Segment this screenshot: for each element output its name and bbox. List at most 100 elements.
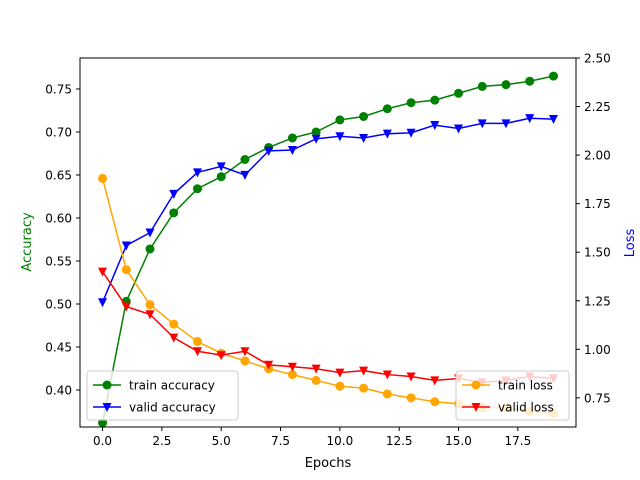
x-tick-label: 15.0 [445,434,472,448]
valid-loss-point [264,360,274,370]
x-tick-label: 17.5 [504,434,531,448]
valid-accuracy-point [121,241,131,251]
valid-loss-point [240,347,250,357]
valid-accuracy-point [382,129,392,139]
y-right-tick-label: 0.75 [584,391,611,405]
y-right-tick-label: 1.75 [584,197,611,211]
y-left-tick-label: 0.50 [45,298,72,312]
valid-accuracy-point [335,132,345,142]
valid-accuracy-series [98,114,558,308]
train-accuracy-point [192,184,202,194]
train-accuracy-point [311,127,321,137]
train-loss-point [240,356,250,366]
valid-loss-point [216,351,226,361]
train-accuracy-point [287,133,297,143]
train-loss-point [287,370,297,380]
train-loss-point [311,375,321,385]
y-right-tick-label: 2.25 [584,100,611,114]
train-loss-point [192,337,202,347]
valid-accuracy-point [169,189,179,199]
valid-accuracy-point [145,228,155,238]
valid-accuracy-point [477,119,487,129]
valid-loss-point [287,362,297,372]
valid-loss-point [335,368,345,378]
y-left-tick-label: 0.55 [45,254,72,268]
legend-marker-train-accuracy [102,380,112,390]
valid-accuracy-point [264,146,274,156]
train-accuracy-point [477,81,487,91]
valid-loss-point [121,302,131,312]
x-tick-label: 7.5 [271,434,290,448]
valid-accuracy-point [525,114,535,124]
train-accuracy-point [548,71,558,81]
valid-loss-point [359,366,369,376]
train-loss-point [98,173,108,183]
train-loss-point [335,381,345,391]
legend-layer: train accuracy valid accuracy train loss va… [86,370,570,421]
valid-accuracy-point [287,145,297,155]
valid-loss-point [169,333,179,343]
x-tick-label: 2.5 [152,434,171,448]
x-axis-label: Epochs [305,456,352,471]
valid-loss-point [382,370,392,380]
plot-background [80,58,576,427]
train-loss-point [359,383,369,393]
y-axis-right-label: Loss [623,229,638,258]
train-accuracy-point [216,172,226,182]
train-loss-point [121,265,131,275]
train-loss-point [145,300,155,310]
legend-lower-left: train accuracy valid accuracy [86,370,239,421]
valid-accuracy-point [548,115,558,125]
axis-layer: 0.0 2.5 5.0 7.5 10.0 12.5 15.0 17.5 0.40 0.45 0.50… [45,52,610,449]
train-loss-point [406,393,416,403]
train-accuracy-point [145,244,155,254]
valid-accuracy-point [98,298,108,308]
train-accuracy-point [382,104,392,114]
valid-accuracy-point [454,124,464,134]
valid-accuracy-point [359,133,369,143]
y-right-tick-label: 1.25 [584,294,611,308]
train-accuracy-point [406,98,416,108]
valid-accuracy-point [192,168,202,178]
train-loss-point [430,397,440,407]
y-right-tick-label: 2.50 [584,52,611,66]
valid-loss-point [145,310,155,320]
legend-lower-right: train loss valid loss [455,370,570,421]
y-right-tick-label: 2.00 [584,149,611,163]
valid-loss-point [311,364,321,374]
x-tick-label: 10.0 [327,434,354,448]
y-right-tick-label: 1.00 [584,343,611,357]
valid-loss-point [406,372,416,382]
x-tick-label: 0.0 [93,434,112,448]
legend-marker-train-loss [471,380,481,390]
valid-loss-point [192,347,202,357]
legend-box [86,370,239,421]
x-tick-label: 5.0 [212,434,231,448]
valid-loss-point [98,267,108,277]
train-accuracy-point [240,154,250,164]
train-accuracy-point [359,111,369,121]
legend-label-train-accuracy: train accuracy [129,379,215,393]
train-accuracy-series [98,71,558,427]
y-right-tick-label: 1.50 [584,246,611,260]
x-tick-label: 12.5 [386,434,413,448]
train-accuracy-point [335,115,345,125]
valid-loss-point [430,376,440,386]
train-accuracy-point [454,88,464,98]
train-accuracy-point [501,80,511,90]
train-loss-point [382,389,392,399]
legend-label-valid-accuracy: valid accuracy [129,401,216,415]
valid-accuracy-point [501,119,511,129]
y-left-tick-label: 0.75 [45,82,72,96]
valid-accuracy-point [311,134,321,144]
y-left-tick-label: 0.40 [45,384,72,398]
legend-label-train-loss: train loss [498,379,553,393]
valid-accuracy-point [406,128,416,138]
train-loss-point [169,319,179,329]
legend-label-valid-loss: valid loss [498,401,554,415]
y-left-tick-label: 0.60 [45,211,72,225]
train-accuracy-point [430,95,440,105]
plot-frame [79,57,577,428]
y-left-tick-label: 0.65 [45,168,72,182]
y-left-tick-label: 0.70 [45,125,72,139]
